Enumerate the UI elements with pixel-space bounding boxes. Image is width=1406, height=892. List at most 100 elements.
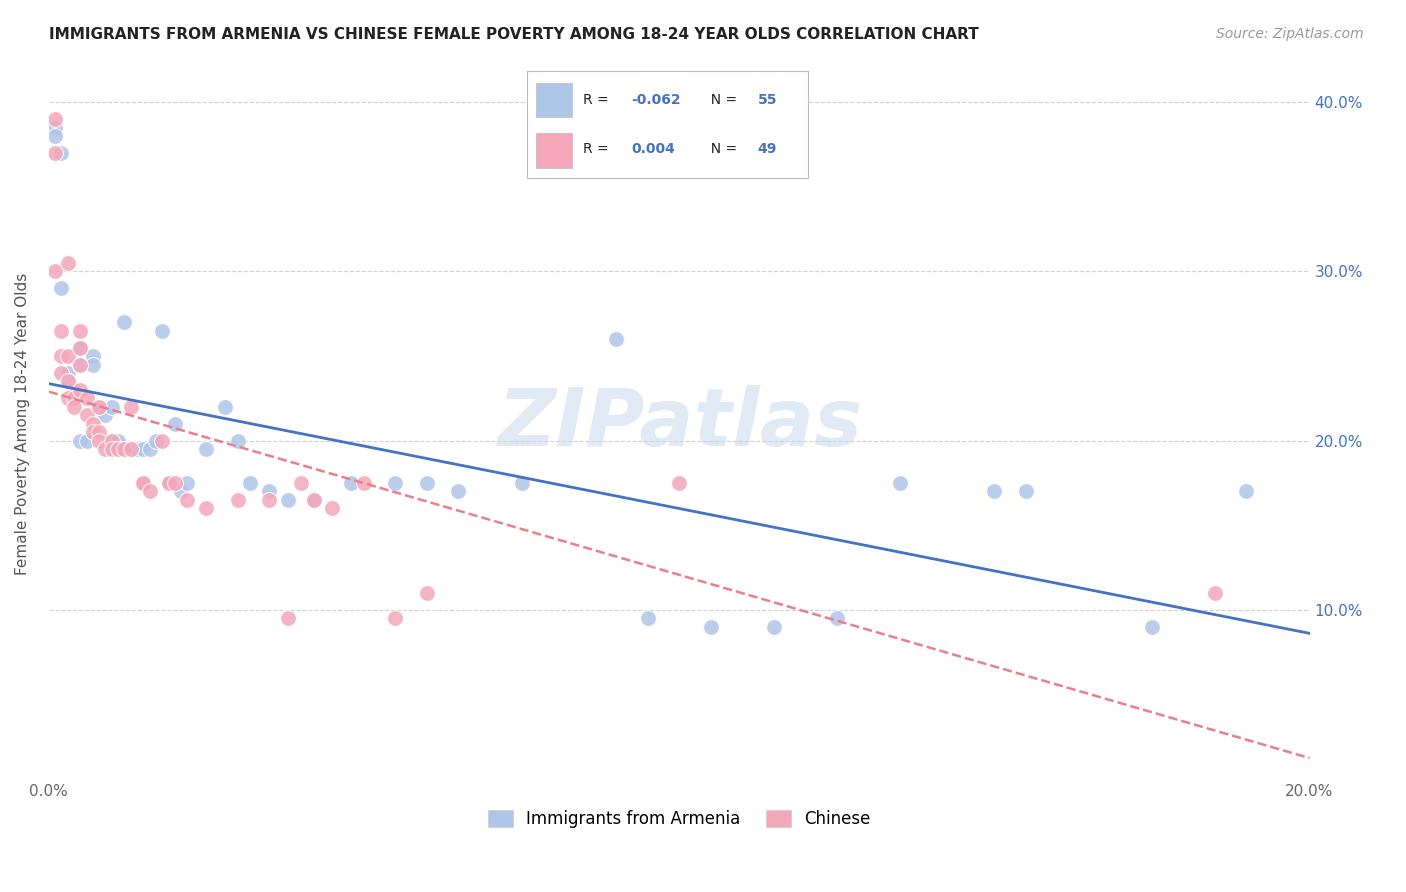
- Point: [120, 400, 142, 414]
- FancyBboxPatch shape: [536, 83, 572, 118]
- Point: [170, 484, 193, 499]
- Text: Source: ZipAtlas.com: Source: ZipAtlas.com: [1216, 27, 1364, 41]
- Point: [1236, 484, 1258, 499]
- Point: [157, 475, 180, 490]
- Point: [89, 425, 111, 440]
- Point: [321, 501, 343, 516]
- Point: [44, 112, 66, 127]
- Y-axis label: Female Poverty Among 18-24 Year Olds: Female Poverty Among 18-24 Year Olds: [15, 273, 30, 574]
- Point: [101, 442, 124, 456]
- Text: 49: 49: [758, 143, 778, 156]
- Text: 55: 55: [758, 94, 778, 107]
- Point: [983, 484, 1005, 499]
- Point: [157, 475, 180, 490]
- Point: [56, 375, 79, 389]
- Point: [44, 129, 66, 144]
- Point: [107, 442, 129, 456]
- Point: [762, 620, 785, 634]
- Point: [195, 501, 218, 516]
- Point: [51, 146, 73, 161]
- Point: [889, 475, 911, 490]
- Point: [56, 256, 79, 270]
- Point: [277, 492, 299, 507]
- Point: [51, 349, 73, 363]
- Point: [89, 400, 111, 414]
- Point: [89, 400, 111, 414]
- Point: [384, 475, 406, 490]
- Point: [63, 400, 86, 414]
- Point: [510, 475, 533, 490]
- Point: [416, 475, 439, 490]
- Point: [699, 620, 721, 634]
- Point: [69, 324, 91, 338]
- Point: [120, 442, 142, 456]
- Point: [101, 434, 124, 448]
- Point: [290, 475, 312, 490]
- Point: [163, 417, 186, 431]
- Point: [125, 442, 148, 456]
- Point: [56, 366, 79, 380]
- Point: [82, 349, 104, 363]
- Point: [176, 475, 198, 490]
- Point: [56, 349, 79, 363]
- Point: [195, 442, 218, 456]
- Point: [637, 611, 659, 625]
- Point: [107, 434, 129, 448]
- Point: [239, 475, 262, 490]
- Point: [138, 442, 160, 456]
- Point: [226, 492, 249, 507]
- Point: [69, 358, 91, 372]
- Point: [132, 475, 155, 490]
- Text: 0.004: 0.004: [631, 143, 675, 156]
- Point: [82, 417, 104, 431]
- Point: [76, 434, 98, 448]
- Point: [825, 611, 848, 625]
- Point: [94, 409, 117, 423]
- Point: [69, 434, 91, 448]
- Point: [384, 611, 406, 625]
- Point: [56, 375, 79, 389]
- Point: [112, 315, 135, 329]
- Point: [89, 434, 111, 448]
- Point: [138, 484, 160, 499]
- Point: [82, 358, 104, 372]
- Point: [69, 341, 91, 355]
- Point: [63, 392, 86, 406]
- Point: [63, 383, 86, 397]
- Point: [44, 146, 66, 161]
- Point: [302, 492, 325, 507]
- Point: [76, 392, 98, 406]
- Point: [259, 484, 281, 499]
- Point: [214, 400, 236, 414]
- Point: [120, 442, 142, 456]
- Point: [69, 383, 91, 397]
- Point: [353, 475, 375, 490]
- Point: [112, 442, 135, 456]
- Point: [277, 611, 299, 625]
- Point: [150, 324, 173, 338]
- Legend: Immigrants from Armenia, Chinese: Immigrants from Armenia, Chinese: [481, 803, 877, 835]
- Point: [44, 120, 66, 135]
- Point: [76, 409, 98, 423]
- Point: [101, 434, 124, 448]
- Text: N =: N =: [702, 94, 741, 107]
- Point: [145, 434, 167, 448]
- Point: [1204, 586, 1226, 600]
- Point: [51, 324, 73, 338]
- Point: [94, 442, 117, 456]
- Point: [132, 475, 155, 490]
- Point: [1015, 484, 1038, 499]
- Point: [63, 392, 86, 406]
- Point: [69, 341, 91, 355]
- Text: R =: R =: [583, 143, 617, 156]
- Point: [668, 475, 690, 490]
- Point: [51, 281, 73, 295]
- Point: [120, 442, 142, 456]
- Text: ZIPatlas: ZIPatlas: [496, 384, 862, 463]
- Point: [51, 366, 73, 380]
- Point: [163, 475, 186, 490]
- Point: [605, 332, 627, 346]
- Point: [82, 425, 104, 440]
- Point: [176, 492, 198, 507]
- Text: -0.062: -0.062: [631, 94, 681, 107]
